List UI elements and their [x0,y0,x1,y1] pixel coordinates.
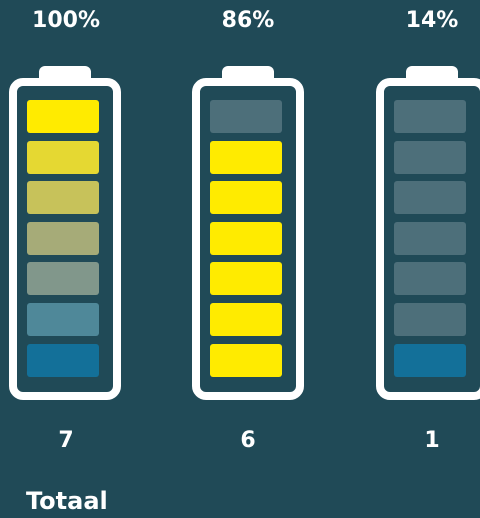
battery-1-cell-2 [27,140,99,174]
battery-2-cell-2 [210,140,282,174]
battery-1-cell-4 [27,221,99,255]
battery-3-cell-5 [394,262,466,296]
total-label: Totaal [26,487,108,515]
battery-1-cell-1 [27,100,99,133]
battery-2-cell-7 [210,343,282,377]
battery-1-cell-7 [27,343,99,377]
battery-3-percent: 14% [405,8,459,33]
battery-3-cell-3 [394,181,466,215]
battery-2-cell-5 [210,262,282,296]
battery-1-body [9,78,121,400]
battery-3-cell-6 [394,302,466,336]
battery-2-cell-4 [210,221,282,255]
battery-3-count: 1 [424,428,440,453]
battery-3 [376,66,480,400]
battery-2-cell-6 [210,302,282,336]
battery-1 [9,66,121,400]
battery-3-cell-2 [394,140,466,174]
battery-2-count: 6 [240,428,256,453]
battery-3-cells [394,100,470,384]
battery-3-body [376,78,480,400]
battery-1-cell-5 [27,262,99,296]
battery-2-cell-3 [210,181,282,215]
battery-1-percent: 100% [32,8,100,33]
battery-2-percent: 86% [221,8,275,33]
battery-2-cell-1 [210,100,282,133]
battery-3-cell-7 [394,343,466,377]
battery-2-body [192,78,304,400]
battery-3-cell-1 [394,100,466,133]
battery-1-count: 7 [58,428,74,453]
battery-1-cell-3 [27,181,99,215]
battery-1-cells [27,100,103,384]
battery-1-cell-6 [27,302,99,336]
battery-3-cell-4 [394,221,466,255]
battery-2 [192,66,304,400]
battery-2-cells [210,100,286,384]
